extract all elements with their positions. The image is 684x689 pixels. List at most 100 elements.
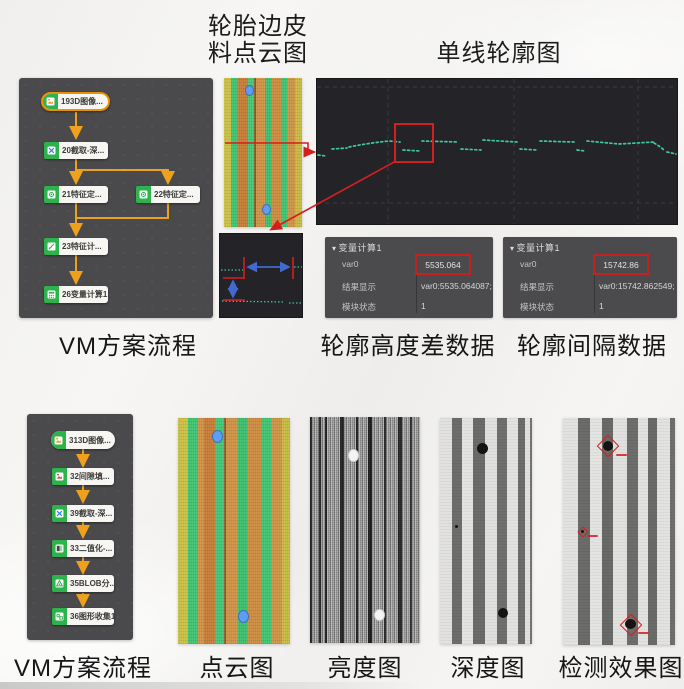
defect-dot — [581, 530, 584, 533]
defect-blob — [262, 204, 271, 215]
profile-zoom-panel — [219, 233, 303, 318]
flow-node-label: 33二值化-... — [70, 544, 113, 553]
profile-chart-svg — [317, 79, 677, 224]
defect-label-mark — [587, 535, 598, 537]
image-module-icon — [51, 431, 66, 449]
flow-node-label: 20截取-深... — [62, 146, 105, 155]
flow-node-label: 22特征定... — [154, 190, 194, 199]
vm-flow-canvas-top: 193D图像... 20截取-深... 21特征定... 22特征定... 23… — [19, 78, 213, 318]
crop-module-icon — [44, 142, 59, 159]
row-label: 模块状态 — [520, 302, 555, 312]
panel-header-label: 变量计算1 — [338, 243, 383, 253]
flow-node-3d-image-source[interactable]: 313D图像... — [51, 431, 115, 449]
vm-flow-canvas-bottom: 313D图像... 32间隙填... 39截取-深... 33二值化-... 3… — [27, 414, 133, 640]
caption-interval-data: 轮廓间隔数据 — [517, 333, 667, 360]
collapse-caret-icon: ▾ — [332, 244, 337, 253]
flow-node-gap-fill[interactable]: 32间隙填... — [52, 468, 114, 485]
flow-node-feature-locate-1[interactable]: 21特征定... — [44, 186, 108, 203]
flow-connectors — [69, 112, 175, 285]
title-tire-pointcloud-line1: 轮胎边皮 — [208, 13, 308, 40]
measure-module-icon — [44, 238, 59, 255]
row-label: var0 — [520, 259, 537, 269]
flow-connectors — [76, 449, 90, 608]
flow-node-crop-depth[interactable]: 39截取-深... — [52, 505, 114, 522]
defect-blob — [238, 610, 249, 623]
flow-node-variable-calc[interactable]: 26变量计算1 — [44, 286, 108, 303]
var0-value: 15742.86 — [603, 259, 639, 270]
detection-result-image — [563, 418, 675, 645]
defect-blob — [477, 443, 488, 454]
flow-node-graphic-collect[interactable]: 36图形收集1 — [52, 608, 114, 625]
caption-depth: 深度图 — [450, 655, 526, 682]
image-noise — [178, 418, 290, 644]
flow-node-feature-locate-2[interactable]: 22特征定... — [136, 186, 200, 203]
caption-detection: 检测效果图 — [558, 655, 684, 682]
panel-header[interactable]: ▾ 变量计算1 — [332, 241, 382, 254]
depth-image — [440, 418, 532, 644]
variable-calc-panel-height: ▾ 变量计算1 var0 5535.064 结果显示 var0:5535.0640… — [325, 237, 493, 318]
flow-node-label: 23特征计... — [62, 242, 102, 251]
crop-module-icon — [52, 505, 67, 522]
column-divider — [594, 255, 595, 313]
flow-node-label: 32间隙填... — [70, 472, 110, 481]
title-single-line-profile: 单线轮廓图 — [436, 40, 562, 67]
caption-vm-flow-top: VM方案流程 — [59, 333, 197, 360]
flow-node-label: 313D图像... — [69, 435, 111, 445]
panel-header[interactable]: ▾ 变量计算1 — [510, 241, 560, 254]
single-line-profile-chart — [316, 78, 678, 225]
module-status-value: 1 — [599, 301, 604, 311]
measurement-svg — [221, 257, 302, 304]
flow-node-binarize[interactable]: 33二值化-... — [52, 540, 114, 557]
brightness-stripes — [310, 417, 420, 643]
row-label: 模块状态 — [342, 302, 377, 312]
defect-dot — [455, 525, 458, 528]
row-label: 结果显示 — [342, 282, 377, 292]
caption-height-data: 轮廓高度差数据 — [320, 333, 496, 360]
image-noise — [178, 418, 290, 644]
feature-module-icon — [136, 186, 151, 203]
result-value: var0:5535.064087; — [421, 281, 492, 291]
flow-node-label: 193D图像... — [61, 97, 103, 106]
flow-node-label: 26变量计算1 — [62, 290, 108, 299]
calculator-module-icon — [44, 286, 59, 303]
defect-label-mark — [638, 632, 649, 634]
flow-node-feature-measure[interactable]: 23特征计... — [44, 238, 108, 255]
flow-node-label: 35BLOB分... — [70, 579, 114, 588]
collect-module-icon — [52, 608, 67, 625]
blob-module-icon — [52, 575, 67, 592]
defect-label-mark — [616, 454, 627, 456]
value-highlight-box: 15742.86 — [593, 254, 649, 275]
result-value: var0:15742.862549; — [599, 281, 675, 291]
pointcloud-image — [178, 418, 290, 644]
row-label: 结果显示 — [520, 282, 555, 292]
defect-blob — [348, 449, 359, 462]
variable-calc-panel-interval: ▾ 变量计算1 var0 15742.86 结果显示 var0:15742.862… — [503, 237, 677, 318]
caption-vm-flow-bottom: VM方案流程 — [14, 655, 152, 682]
feature-module-icon — [44, 186, 59, 203]
title-tire-pointcloud-line2: 料点云图 — [208, 40, 308, 67]
flow-node-label: 36图形收集1 — [70, 612, 114, 621]
collapse-caret-icon: ▾ — [510, 244, 515, 253]
flow-node-3d-image-source[interactable]: 193D图像... — [41, 92, 110, 111]
column-divider — [416, 255, 417, 313]
row-label: var0 — [342, 259, 359, 269]
defect-blob — [245, 85, 254, 96]
page-bottom-shade — [0, 682, 425, 689]
binarize-module-icon — [52, 540, 67, 557]
flow-node-blob-analysis[interactable]: 35BLOB分... — [52, 575, 114, 592]
caption-pointcloud: 点云图 — [199, 655, 275, 682]
flow-node-crop-depth[interactable]: 20截取-深... — [44, 142, 108, 159]
flow-node-label: 39截取-深... — [70, 509, 113, 518]
flow-node-label: 21特征定... — [62, 190, 102, 199]
defect-blob — [374, 609, 385, 621]
image-module-icon — [43, 94, 58, 109]
defect-blob — [212, 430, 223, 443]
var0-value: 5535.064 — [425, 259, 461, 270]
defect-blob — [625, 619, 636, 629]
fill-module-icon — [52, 468, 67, 485]
defect-blob — [603, 441, 613, 451]
brightness-image — [310, 417, 420, 643]
caption-brightness: 亮度图 — [327, 655, 403, 682]
title-tire-pointcloud: 轮胎边皮 料点云图 — [197, 13, 319, 67]
